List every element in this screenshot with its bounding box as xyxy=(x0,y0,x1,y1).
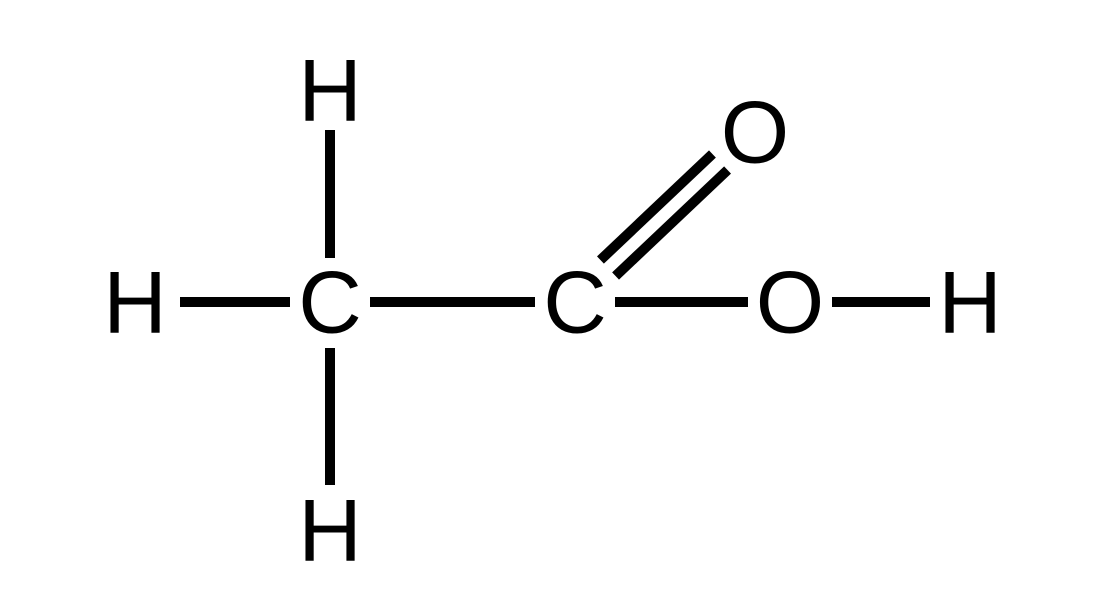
atom-C2: C xyxy=(543,253,607,352)
atom-O_dbl: O xyxy=(721,83,789,182)
atom-H_oh: H xyxy=(938,253,1002,352)
acetic-acid-diagram: H H H C C OO H xyxy=(0,0,1100,604)
atom-H_left: H xyxy=(103,253,167,352)
atom-H_bottom: H xyxy=(298,481,362,580)
atom-H_top: H xyxy=(298,41,362,140)
atom-O_single: O xyxy=(756,253,824,352)
atom-C1: C xyxy=(298,253,362,352)
